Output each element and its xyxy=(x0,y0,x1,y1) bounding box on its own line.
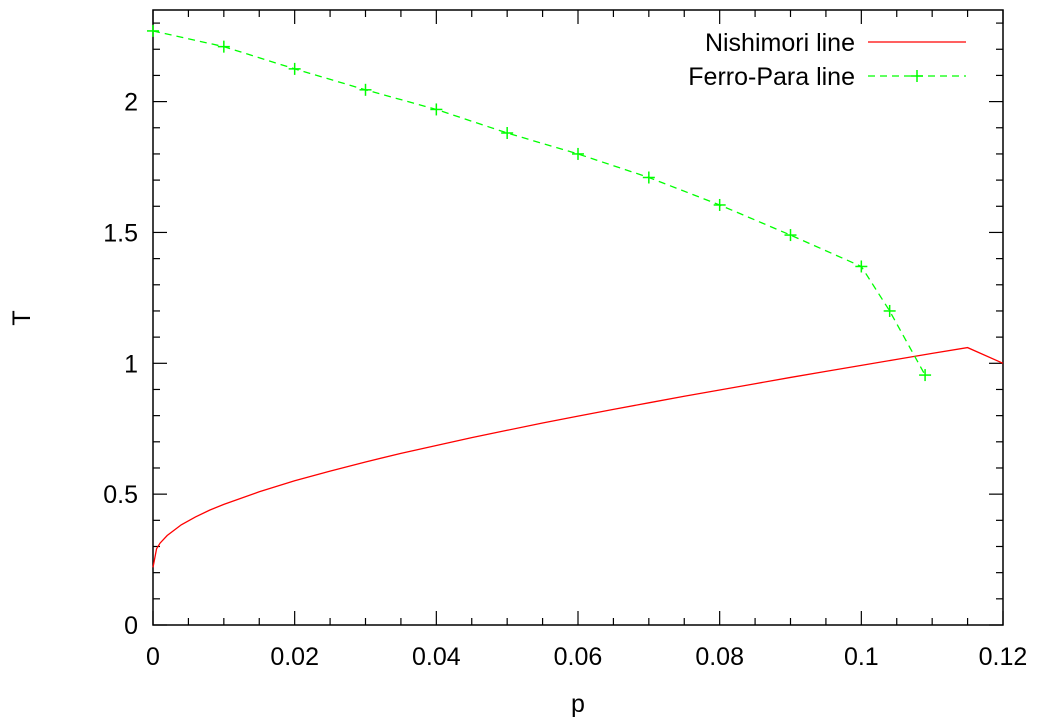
data-point-marker xyxy=(642,171,655,184)
x-tick-label: 0.12 xyxy=(979,643,1028,671)
data-point-marker xyxy=(713,198,726,211)
data-point-marker xyxy=(359,83,372,96)
data-point-marker xyxy=(784,229,797,242)
data-point-marker xyxy=(430,103,443,116)
plot-area-frame xyxy=(152,9,1004,626)
nishimori-line-series-line xyxy=(152,346,1004,568)
x-tick-label: 0.02 xyxy=(270,643,319,671)
x-tick-label: 0.06 xyxy=(554,643,603,671)
x-tick-label: 0.1 xyxy=(844,643,879,671)
data-point-marker xyxy=(501,127,514,139)
tick-labels: 0 0.02 0.04 0.06 0.08 0.1 0.12 0 0.5 1 1.5 2 xyxy=(103,89,1027,671)
data-point-marker xyxy=(147,24,159,37)
y-tick-label: 1 xyxy=(124,350,138,378)
y-tick-label: 1.5 xyxy=(103,219,138,247)
x-tick-label: 0.04 xyxy=(412,643,461,671)
y-axis-label: T xyxy=(8,310,36,325)
data-point-marker xyxy=(855,260,868,273)
data-point-marker xyxy=(217,40,230,53)
data-point-marker xyxy=(919,369,932,382)
legend-label-nishimori-line: Nishimori line xyxy=(705,29,855,57)
data-point-marker xyxy=(883,304,896,317)
y-tick-label: 2 xyxy=(124,89,138,117)
y-tick-label: 0.5 xyxy=(103,481,138,509)
y-tick-label: 0 xyxy=(124,612,138,640)
x-tick-label: 0 xyxy=(146,643,160,671)
x-tick-label: 0.08 xyxy=(695,643,744,671)
data-point-marker xyxy=(288,62,301,75)
series-layer xyxy=(147,24,1004,568)
axis-ticks xyxy=(152,10,1004,626)
x-axis-label: p xyxy=(571,690,585,718)
legend-label-ferro-para-line: Ferro-Para line xyxy=(688,63,855,91)
legend: Nishimori line Ferro-Para line xyxy=(688,29,966,91)
data-point-marker xyxy=(572,147,584,160)
data-point-marker xyxy=(911,70,923,82)
